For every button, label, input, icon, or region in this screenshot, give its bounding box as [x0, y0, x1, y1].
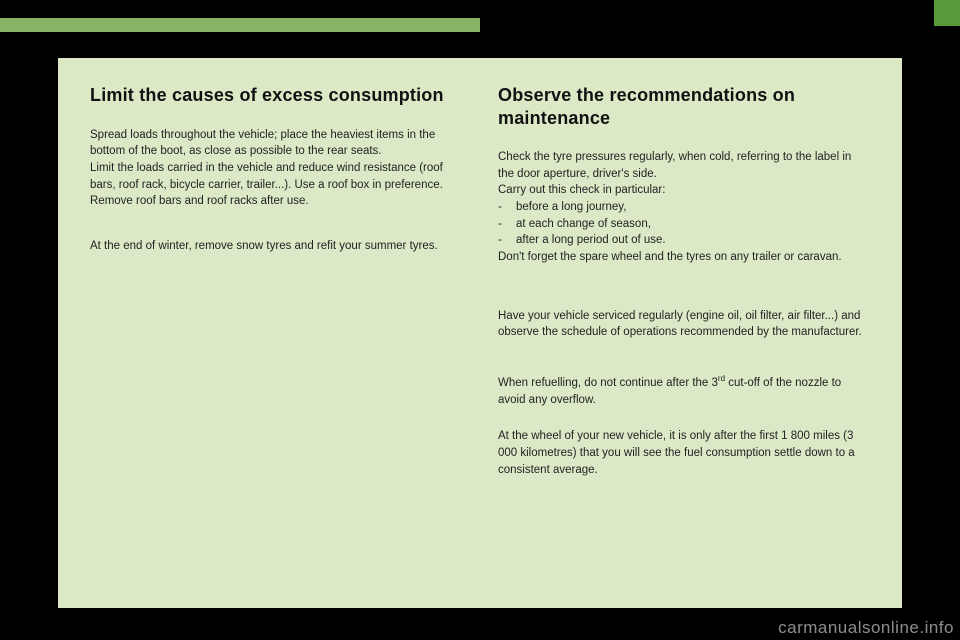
- right-block-4: At the wheel of your new vehicle, it is …: [498, 428, 870, 478]
- left-para-1: Spread loads throughout the vehicle; pla…: [90, 127, 462, 160]
- left-block-2: At the end of winter, remove snow tyres …: [90, 238, 462, 255]
- right-para-2: Carry out this check in particular:: [498, 182, 870, 199]
- right-para-5: When refuelling, do not continue after t…: [498, 373, 870, 408]
- right-para-3: Don't forget the spare wheel and the tyr…: [498, 249, 870, 266]
- left-para-3: At the end of winter, remove snow tyres …: [90, 238, 462, 255]
- left-heading: Limit the causes of excess consumption: [90, 84, 462, 107]
- right-column: Observe the recommendations on maintenan…: [498, 84, 870, 506]
- accent-bar: [0, 18, 480, 32]
- left-column: Limit the causes of excess consumption S…: [90, 84, 462, 506]
- para5-sup: rd: [718, 374, 725, 383]
- left-para-2: Limit the loads carried in the vehicle a…: [90, 160, 462, 210]
- left-block-1: Spread loads throughout the vehicle; pla…: [90, 127, 462, 210]
- corner-marker: [934, 0, 960, 26]
- right-heading: Observe the recommendations on maintenan…: [498, 84, 870, 129]
- watermark-text: carmanualsonline.info: [778, 618, 954, 637]
- page-panel: Limit the causes of excess consumption S…: [58, 58, 902, 608]
- right-block-2: Have your vehicle serviced regularly (en…: [498, 308, 870, 341]
- two-column-layout: Limit the causes of excess consumption S…: [90, 84, 870, 506]
- right-para-4: Have your vehicle serviced regularly (en…: [498, 308, 870, 341]
- right-para-1: Check the tyre pressures regularly, when…: [498, 149, 870, 182]
- check-list: before a long journey, at each change of…: [498, 199, 870, 249]
- para5-pre: When refuelling, do not continue after t…: [498, 377, 718, 389]
- right-para-6: At the wheel of your new vehicle, it is …: [498, 428, 870, 478]
- right-block-1: Check the tyre pressures regularly, when…: [498, 149, 870, 266]
- list-item: at each change of season,: [498, 216, 870, 233]
- list-item: after a long period out of use.: [498, 232, 870, 249]
- right-block-3: When refuelling, do not continue after t…: [498, 373, 870, 408]
- watermark: carmanualsonline.info: [778, 618, 954, 638]
- list-item: before a long journey,: [498, 199, 870, 216]
